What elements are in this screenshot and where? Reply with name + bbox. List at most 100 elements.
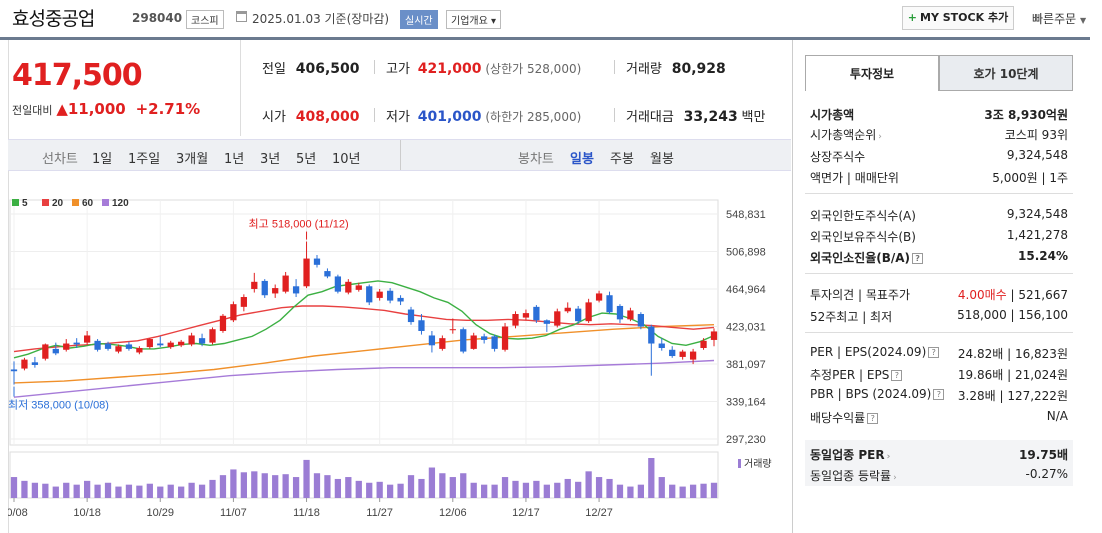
volume-bar xyxy=(376,481,383,498)
x-tick-label: 11/07 xyxy=(220,507,247,519)
legend-swatch xyxy=(12,199,19,206)
tab-orderbook[interactable]: 호가 10단계 xyxy=(939,55,1073,91)
candle-weekly[interactable]: 주봉 xyxy=(610,152,634,167)
info-value: 4.00매수 | 521,667 xyxy=(958,286,1068,303)
candle-body xyxy=(627,310,634,320)
help-icon[interactable]: ? xyxy=(867,413,879,424)
candle-body xyxy=(282,275,289,292)
my-stock-add-button[interactable]: + MY STOCK 추가 xyxy=(902,6,1014,30)
period-1d[interactable]: 1일 xyxy=(92,152,113,167)
volume-bar xyxy=(42,483,49,498)
info-key-text: PER | EPS(2024.09) xyxy=(810,345,927,359)
header-divider xyxy=(0,37,1090,40)
info-row[interactable]: 동일업종 등락률 › -0.27% xyxy=(810,465,1068,485)
legend-swatch xyxy=(102,199,109,206)
help-icon[interactable]: ? xyxy=(933,389,945,400)
ma-line-20 xyxy=(13,305,715,353)
info-key-text: 외국인소진율(B/A) xyxy=(810,251,911,265)
help-icon[interactable]: ? xyxy=(912,253,924,264)
price-chart[interactable]: 548,831 506,898 464,964 423,031 381,097 339,1… xyxy=(8,190,778,520)
volume-bar xyxy=(627,486,634,498)
candle-chart-label: 봉차트 xyxy=(518,152,554,167)
open-price: 시가 408,000 xyxy=(262,106,360,125)
market-badge: 코스피 xyxy=(186,10,224,29)
legend-label: 120 xyxy=(112,198,129,209)
info-row[interactable]: 시가총액순위 › 코스피 93위 xyxy=(810,124,1068,144)
info-key-text: 배당수익률 xyxy=(810,411,866,425)
period-3m[interactable]: 3개월 xyxy=(176,152,209,167)
candle-body xyxy=(501,326,509,350)
candle-body xyxy=(522,313,530,318)
legend-swatch xyxy=(72,199,79,206)
candle-daily[interactable]: 일봉 xyxy=(570,152,594,167)
candle-body xyxy=(188,335,195,345)
period-1w[interactable]: 1주일 xyxy=(128,152,161,167)
volume: 거래량 80,928 xyxy=(626,58,726,77)
company-overview-dropdown[interactable]: 기업개요 ▾ xyxy=(446,10,501,29)
info-value: 15.24% xyxy=(1018,249,1068,263)
candle-monthly[interactable]: 월봉 xyxy=(650,152,674,167)
lower-limit: (하한가 285,000) xyxy=(485,110,582,124)
volume-bar xyxy=(31,482,39,498)
volume-bar xyxy=(575,481,582,498)
stock-name[interactable]: 효성중공업 xyxy=(12,8,95,30)
info-key-text: 추정PER | EPS xyxy=(810,368,890,382)
chevron-right-icon: › xyxy=(893,473,897,483)
info-key-text: PBR | BPS (2024.09) xyxy=(810,387,932,401)
volume-bar xyxy=(209,479,216,498)
volume-bar xyxy=(595,477,603,498)
toolbar-divider xyxy=(400,140,401,170)
info-row: 액면가 | 매매단위 5,000원 | 1주 xyxy=(810,167,1068,187)
candle-body xyxy=(334,276,342,292)
high-annotation: 최고 518,000 (11/12) xyxy=(249,218,349,231)
period-5y[interactable]: 5년 xyxy=(296,152,317,167)
left-border xyxy=(8,40,9,533)
candle-body xyxy=(230,304,237,321)
candle-body xyxy=(585,302,592,322)
volume-bar xyxy=(689,484,697,498)
volume-bar xyxy=(292,477,300,498)
high-price: 고가 421,000 (상한가 528,000) xyxy=(386,58,581,77)
volume-bar xyxy=(282,474,289,498)
candle-body xyxy=(219,315,227,331)
trading-value: 거래대금 33,243 백만 xyxy=(626,106,765,125)
info-key-text: 시가총액순위 xyxy=(810,128,877,142)
volume-bar xyxy=(439,473,446,498)
candle-body xyxy=(198,338,206,344)
candle-body xyxy=(21,359,28,369)
info-key: PBR | BPS (2024.09)? xyxy=(810,387,945,401)
volume-bar xyxy=(198,484,206,498)
volume-bar xyxy=(616,484,624,498)
volume-bar xyxy=(418,478,425,498)
info-row[interactable]: 동일업종 PER › 19.75배 xyxy=(810,444,1068,464)
legend-label: 5 xyxy=(22,198,28,209)
quick-order-button[interactable]: 빠른주문 ▼ xyxy=(1032,10,1086,27)
volume-bar xyxy=(188,482,195,498)
period-3y[interactable]: 3년 xyxy=(260,152,281,167)
info-row: 시가총액 3조 8,930억원 xyxy=(810,104,1068,124)
info-value: 24.82배 | 16,823원 xyxy=(957,347,1068,361)
period-10y[interactable]: 10년 xyxy=(332,152,361,167)
volume-bar xyxy=(94,484,101,498)
info-value: 9,324,548 xyxy=(1006,207,1068,221)
info-value: 9,324,548 xyxy=(1006,148,1068,162)
help-icon[interactable]: ? xyxy=(928,347,940,358)
candle-body xyxy=(303,258,310,287)
volume-bar xyxy=(606,478,613,498)
realtime-button[interactable]: 실시간 xyxy=(400,10,438,29)
volume-bar xyxy=(125,484,133,498)
info-key: 52주최고 | 최저 xyxy=(810,310,893,324)
info-key-text: 동일업종 등락률 xyxy=(810,469,892,483)
volume-bar xyxy=(10,477,18,498)
info-row: PER | EPS(2024.09)? 24.82배 | 16,823원 xyxy=(810,343,1068,363)
volume-bar xyxy=(679,486,686,498)
chevron-right-icon: › xyxy=(878,132,882,142)
volume-bar xyxy=(167,484,174,498)
tab-invest-info[interactable]: 투자정보 xyxy=(805,55,939,91)
volume-bar xyxy=(449,477,456,498)
candle-body xyxy=(512,314,519,326)
help-icon[interactable]: ? xyxy=(891,370,903,381)
info-row: 추정PER | EPS? 19.86배 | 21,024원 xyxy=(810,364,1068,384)
period-1y[interactable]: 1년 xyxy=(224,152,245,167)
info-row: 외국인보유주식수(B) 1,421,278 xyxy=(810,226,1068,246)
